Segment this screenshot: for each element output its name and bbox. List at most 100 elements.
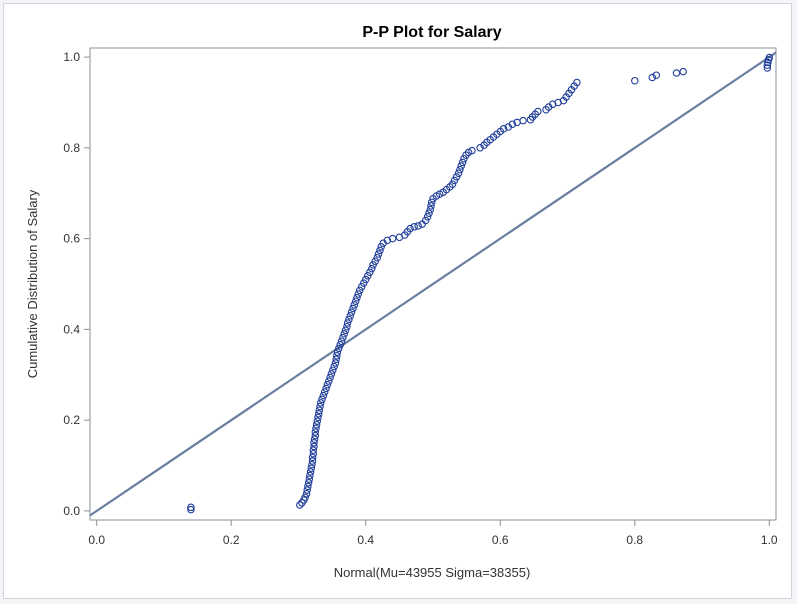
data-point	[340, 330, 348, 338]
data-points-layer	[187, 53, 774, 514]
data-point	[457, 162, 465, 170]
data-point	[427, 198, 436, 207]
data-point	[313, 417, 322, 425]
data-point	[320, 388, 329, 396]
data-point	[377, 243, 385, 251]
data-point	[366, 268, 374, 276]
x-axis-label: Normal(Mu=43955 Sigma=38355)	[334, 565, 531, 580]
data-point	[519, 116, 527, 125]
data-point	[314, 413, 322, 422]
data-point	[302, 489, 311, 498]
data-point	[454, 169, 463, 178]
data-point	[414, 222, 422, 230]
data-point	[347, 308, 356, 316]
chart-title: P-P Plot for Salary	[362, 24, 501, 41]
data-point	[326, 373, 334, 382]
data-point	[679, 67, 687, 76]
data-point	[303, 486, 311, 494]
data-point	[573, 78, 581, 87]
data-point	[452, 173, 461, 181]
x-tick-label: 0.6	[492, 533, 509, 547]
data-point	[350, 301, 359, 309]
data-point	[373, 253, 381, 262]
data-point	[323, 381, 332, 389]
data-point	[672, 69, 681, 77]
data-point	[359, 279, 368, 287]
y-tick-label: 0.0	[63, 504, 80, 518]
y-axis: 0.0 0.2 0.4 0.6 0.8 1.0	[63, 50, 90, 518]
data-point	[383, 236, 392, 245]
reference-line-layer	[89, 51, 777, 517]
data-point	[763, 64, 772, 72]
reference-line	[89, 51, 777, 517]
data-point	[337, 337, 346, 345]
y-axis-label: Cumulative Distribution of Salary	[25, 189, 40, 378]
data-point	[341, 326, 350, 335]
data-point	[343, 319, 352, 327]
data-point	[468, 146, 476, 155]
data-point	[330, 362, 338, 371]
data-point	[322, 384, 330, 393]
data-point	[311, 428, 320, 436]
data-point	[369, 261, 377, 269]
data-point	[306, 471, 314, 480]
data-point	[423, 213, 432, 221]
data-point	[631, 76, 639, 85]
data-point	[368, 264, 376, 273]
data-point	[310, 435, 319, 443]
data-point	[319, 391, 328, 400]
data-point	[339, 333, 347, 342]
data-point	[450, 176, 459, 185]
data-point	[648, 73, 657, 82]
data-point	[508, 120, 517, 128]
data-point	[309, 446, 318, 454]
x-axis: 0.0 0.2 0.4 0.6 0.8 1.0	[88, 520, 778, 547]
data-point	[534, 107, 542, 116]
data-point	[304, 479, 313, 487]
data-point	[187, 503, 195, 512]
data-point	[388, 234, 397, 243]
data-point	[343, 322, 351, 331]
y-tick-label: 0.8	[63, 141, 80, 155]
data-point	[376, 246, 384, 255]
data-point	[296, 501, 304, 509]
data-point	[357, 282, 366, 291]
data-point	[371, 257, 379, 266]
data-point	[410, 223, 418, 231]
data-point	[312, 420, 321, 429]
y-tick-label: 0.2	[63, 413, 80, 427]
x-tick-label: 0.8	[626, 533, 643, 547]
data-point	[346, 312, 355, 320]
data-point	[316, 402, 324, 411]
data-point	[351, 297, 360, 305]
y-tick-label: 0.6	[63, 232, 80, 246]
data-point	[460, 154, 468, 163]
data-point	[304, 482, 312, 491]
data-point	[305, 475, 314, 483]
x-tick-label: 0.2	[223, 533, 240, 547]
data-point	[336, 341, 344, 349]
data-point	[329, 366, 337, 374]
x-tick-label: 1.0	[761, 533, 778, 547]
data-point	[458, 158, 467, 167]
data-point	[425, 209, 433, 217]
y-tick-label: 0.4	[63, 322, 80, 336]
data-point	[318, 395, 326, 404]
data-point	[310, 442, 318, 451]
data-point	[333, 348, 342, 356]
data-point	[314, 410, 323, 418]
data-point	[309, 449, 318, 458]
data-point	[306, 468, 315, 476]
data-point	[406, 224, 414, 233]
data-point	[331, 359, 340, 367]
data-point	[421, 216, 430, 225]
data-point	[312, 424, 320, 433]
data-point	[374, 250, 383, 258]
data-point	[333, 351, 341, 360]
data-point	[308, 460, 316, 469]
data-point	[301, 493, 309, 502]
y-tick-label: 1.0	[63, 50, 80, 64]
data-point	[427, 202, 435, 210]
data-point	[765, 53, 774, 62]
